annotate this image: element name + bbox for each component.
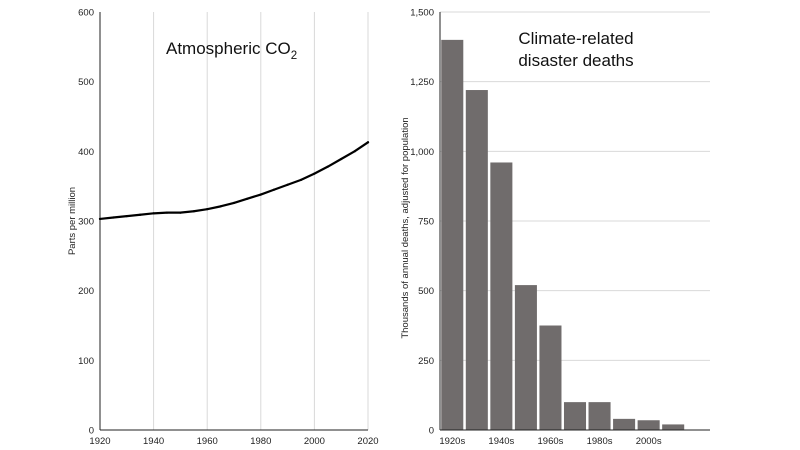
co2-data-point xyxy=(340,157,343,161)
co2-title-subscript: 2 xyxy=(291,50,297,62)
co2-x-tick-labels: 1920 1940 1960 1980 2000 2020 xyxy=(89,436,378,447)
co2-data-point xyxy=(125,215,128,218)
co2-gridlines xyxy=(153,12,369,430)
co2-x-tick-label: 1960 xyxy=(197,436,218,447)
deaths-bar xyxy=(514,285,537,430)
deaths-y-tick-label: 750 xyxy=(418,217,434,228)
co2-x-tick-label: 2020 xyxy=(357,436,378,447)
deaths-x-tick-label: 2000s xyxy=(636,436,662,447)
co2-y-tick-label: 500 xyxy=(78,77,94,88)
deaths-y-tick-label: 1,000 xyxy=(410,147,434,158)
deaths-y-tick-label: 0 xyxy=(429,426,434,437)
co2-data-point xyxy=(139,213,142,216)
deaths-bar xyxy=(441,39,464,430)
co2-data-point xyxy=(313,172,316,175)
deaths-x-tick-label: 1940s xyxy=(488,436,514,447)
deaths-y-tick-label: 500 xyxy=(418,286,434,297)
co2-data-point xyxy=(299,178,303,181)
deaths-bars xyxy=(441,39,685,431)
deaths-bar xyxy=(637,420,660,430)
co2-x-tick-label: 1980 xyxy=(250,436,271,447)
co2-data-point xyxy=(366,141,370,144)
co2-x-tick-label: 1940 xyxy=(143,436,164,447)
co2-y-tick-label: 200 xyxy=(78,286,94,297)
deaths-x-tick-labels: 1920s 1940s 1960s 1980s 2000s xyxy=(439,436,661,447)
deaths-bar xyxy=(539,325,562,430)
co2-data-point xyxy=(246,197,249,200)
deaths-bar xyxy=(563,402,587,430)
deaths-y-tick-label: 250 xyxy=(418,356,434,367)
co2-data-point xyxy=(152,212,155,215)
deaths-y-axis-label: Thousands of annual deaths, adjusted for… xyxy=(400,117,411,338)
co2-data-point xyxy=(232,201,236,204)
co2-data-point xyxy=(98,217,102,221)
co2-data-point xyxy=(219,205,222,208)
deaths-x-tick-label: 1920s xyxy=(439,436,465,447)
co2-x-tick-label: 1920 xyxy=(89,436,110,447)
co2-data-point xyxy=(273,188,276,191)
co2-y-tick-label: 300 xyxy=(78,217,94,228)
co2-data-point xyxy=(259,193,262,196)
co2-data-point xyxy=(326,165,329,168)
co2-series-line xyxy=(98,141,370,221)
deaths-chart: 0 250 500 750 1,000 1,250 1,500 1920s 1940s 1960… xyxy=(400,8,710,447)
co2-data-point xyxy=(179,211,182,214)
co2-data-point xyxy=(192,210,195,213)
co2-y-axis-label: Parts per million xyxy=(67,187,78,255)
co2-y-tick-label: 100 xyxy=(78,356,94,367)
deaths-bar xyxy=(662,424,685,430)
deaths-y-tick-labels: 0 250 500 750 1,000 1,250 1,500 xyxy=(410,8,434,437)
deaths-y-tick-label: 1,500 xyxy=(410,8,434,19)
co2-y-tick-label: 600 xyxy=(78,8,94,19)
co2-y-tick-labels: 0 100 200 300 400 500 600 xyxy=(78,8,94,437)
co2-chart: 0 100 200 300 400 500 600 1920 1940 1960 1980 2000… xyxy=(67,8,379,448)
deaths-bar xyxy=(613,418,636,430)
co2-y-tick-label: 0 xyxy=(89,426,94,437)
co2-y-tick-label: 400 xyxy=(78,147,94,158)
co2-data-point xyxy=(165,211,169,214)
co2-chart-title: Atmospheric CO2 xyxy=(166,39,297,62)
co2-title-main: Atmospheric CO xyxy=(166,39,291,58)
deaths-y-tick-label: 1,250 xyxy=(410,77,434,88)
co2-data-point xyxy=(112,216,115,219)
deaths-x-tick-label: 1980s xyxy=(587,436,613,447)
co2-data-point xyxy=(206,208,209,211)
co2-data-point xyxy=(353,150,356,153)
deaths-chart-title-line-2: disaster deaths xyxy=(518,51,633,70)
co2-data-point xyxy=(286,183,289,186)
co2-data-points xyxy=(98,141,370,221)
deaths-bar xyxy=(465,90,488,430)
deaths-bar xyxy=(490,162,513,431)
deaths-bar xyxy=(588,402,611,430)
co2-x-tick-label: 2000 xyxy=(304,436,325,447)
deaths-chart-title-line-1: Climate-related xyxy=(518,29,633,48)
deaths-x-tick-label: 1960s xyxy=(538,436,564,447)
